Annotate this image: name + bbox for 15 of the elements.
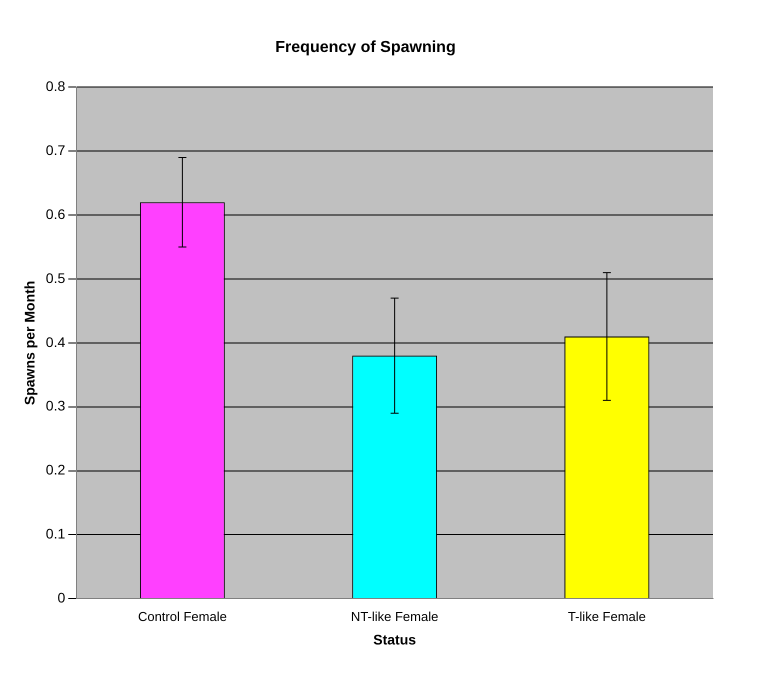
y-tick-label: 0.2 (46, 462, 66, 478)
x-axis-title: Status (373, 631, 416, 648)
y-axis-title: Spawns per Month (21, 280, 38, 406)
y-tick-label: 0.3 (46, 398, 66, 414)
x-tick-label: NT-like Female (350, 608, 438, 624)
y-tick-label: 0.8 (46, 78, 66, 94)
y-tick-label: 0.7 (46, 142, 66, 158)
y-tick-label: 0.1 (46, 526, 66, 542)
x-tick-label: T-like Female (568, 608, 646, 624)
y-tick-label: 0 (57, 589, 66, 606)
x-tick-label: Control Female (138, 608, 227, 624)
chart-title: Frequency of Spawning (275, 39, 456, 56)
y-tick-label: 0.6 (46, 206, 66, 222)
y-tick-label: 0.4 (46, 334, 66, 350)
y-tick-label: 0.5 (46, 270, 66, 286)
